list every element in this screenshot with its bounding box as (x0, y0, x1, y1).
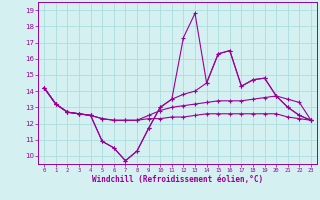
X-axis label: Windchill (Refroidissement éolien,°C): Windchill (Refroidissement éolien,°C) (92, 175, 263, 184)
